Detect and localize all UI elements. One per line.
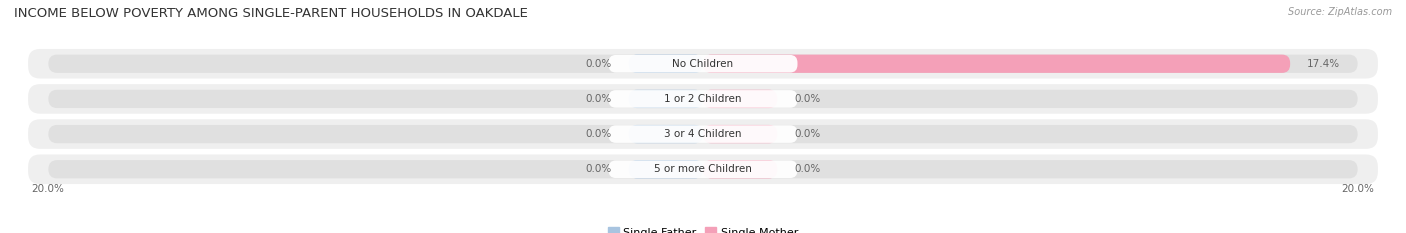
- FancyBboxPatch shape: [48, 90, 1358, 108]
- Legend: Single Father, Single Mother: Single Father, Single Mother: [603, 223, 803, 233]
- Text: 17.4%: 17.4%: [1308, 59, 1340, 69]
- Text: 0.0%: 0.0%: [794, 129, 820, 139]
- FancyBboxPatch shape: [48, 160, 1358, 178]
- FancyBboxPatch shape: [609, 125, 797, 143]
- FancyBboxPatch shape: [28, 84, 1378, 114]
- Text: 0.0%: 0.0%: [794, 94, 820, 104]
- FancyBboxPatch shape: [703, 160, 778, 178]
- Text: No Children: No Children: [672, 59, 734, 69]
- Text: 0.0%: 0.0%: [586, 94, 612, 104]
- Text: 20.0%: 20.0%: [1341, 184, 1375, 194]
- Text: 20.0%: 20.0%: [31, 184, 65, 194]
- Text: Source: ZipAtlas.com: Source: ZipAtlas.com: [1288, 7, 1392, 17]
- FancyBboxPatch shape: [28, 119, 1378, 149]
- Text: INCOME BELOW POVERTY AMONG SINGLE-PARENT HOUSEHOLDS IN OAKDALE: INCOME BELOW POVERTY AMONG SINGLE-PARENT…: [14, 7, 527, 20]
- FancyBboxPatch shape: [628, 160, 703, 178]
- FancyBboxPatch shape: [628, 125, 703, 143]
- Text: 0.0%: 0.0%: [794, 164, 820, 174]
- FancyBboxPatch shape: [609, 55, 797, 72]
- FancyBboxPatch shape: [628, 90, 703, 108]
- Text: 1 or 2 Children: 1 or 2 Children: [664, 94, 742, 104]
- FancyBboxPatch shape: [48, 55, 1358, 73]
- FancyBboxPatch shape: [28, 154, 1378, 184]
- FancyBboxPatch shape: [628, 55, 703, 73]
- Text: 0.0%: 0.0%: [586, 164, 612, 174]
- FancyBboxPatch shape: [609, 161, 797, 178]
- FancyBboxPatch shape: [703, 55, 1291, 73]
- FancyBboxPatch shape: [703, 90, 778, 108]
- Text: 3 or 4 Children: 3 or 4 Children: [664, 129, 742, 139]
- Text: 5 or more Children: 5 or more Children: [654, 164, 752, 174]
- Text: 0.0%: 0.0%: [586, 129, 612, 139]
- FancyBboxPatch shape: [703, 125, 778, 143]
- FancyBboxPatch shape: [28, 49, 1378, 79]
- Text: 0.0%: 0.0%: [586, 59, 612, 69]
- FancyBboxPatch shape: [609, 90, 797, 108]
- FancyBboxPatch shape: [48, 125, 1358, 143]
